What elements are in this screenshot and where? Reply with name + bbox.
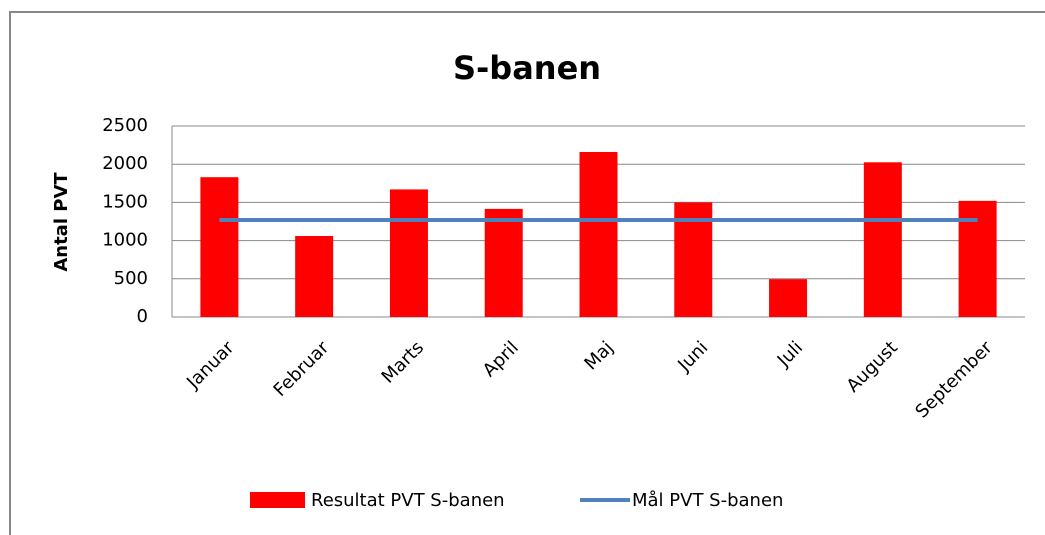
y-tick-label: 1500 xyxy=(102,191,148,212)
bar xyxy=(484,208,523,317)
x-tick-label: Maj xyxy=(580,337,617,374)
x-tick-label: Januar xyxy=(182,337,239,394)
y-axis-label: Antal PVT xyxy=(51,172,72,272)
chart-frame xyxy=(9,11,1045,535)
chart-title: S-banen xyxy=(453,49,601,87)
y-tick-label: 1000 xyxy=(102,230,148,251)
y-tick-label: 2500 xyxy=(102,115,148,136)
bar xyxy=(200,177,239,317)
y-tick-label: 500 xyxy=(114,268,148,289)
bar xyxy=(295,236,334,317)
bar xyxy=(769,279,808,317)
x-tick-label: September xyxy=(911,337,997,423)
x-tick-label: Juli xyxy=(773,337,807,371)
x-tick-label: Juni xyxy=(673,337,712,376)
x-tick-label: April xyxy=(479,337,523,381)
legend-label: Resultat PVT S-banen xyxy=(311,490,505,511)
x-tick-label: Marts xyxy=(378,337,428,387)
x-tick-label: August xyxy=(843,337,902,396)
x-tick-label: Februar xyxy=(270,337,334,401)
legend-swatch xyxy=(250,492,305,508)
bar xyxy=(863,162,902,317)
bar xyxy=(389,189,428,317)
legend-label: Mål PVT S-banen xyxy=(632,490,783,511)
y-tick-label: 0 xyxy=(137,306,148,327)
y-tick-label: 2000 xyxy=(102,153,148,174)
bar xyxy=(579,151,618,317)
